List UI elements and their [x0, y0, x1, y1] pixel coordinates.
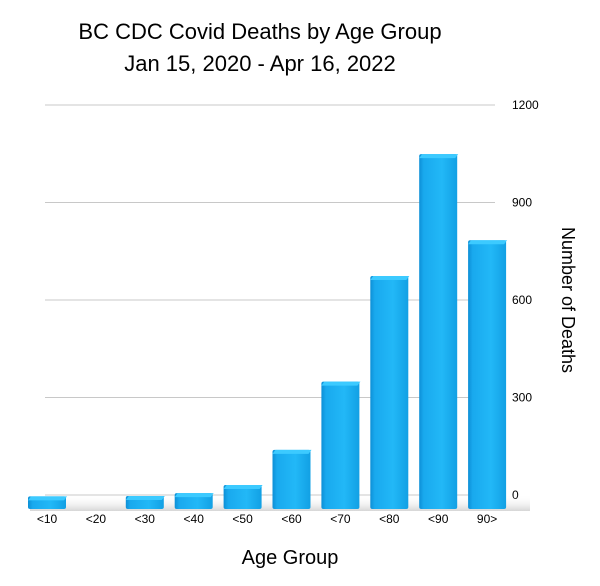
chart-title-block: BC CDC Covid Deaths by Age Group Jan 15,… — [0, 16, 520, 80]
bar-front — [321, 381, 360, 509]
bar — [28, 496, 67, 509]
bar-top — [28, 496, 67, 501]
bar-front — [272, 449, 311, 509]
x-tick-label: <90 — [428, 512, 449, 526]
bar — [125, 496, 165, 509]
y-tick-label: 1200 — [512, 98, 539, 112]
bar-top — [174, 493, 214, 498]
x-tick-label: <80 — [379, 512, 400, 526]
y-tick-label: 300 — [512, 391, 532, 405]
chart-title: BC CDC Covid Deaths by Age Group — [78, 19, 442, 44]
bar-top — [272, 449, 312, 454]
bar-top — [321, 381, 361, 386]
x-axis-title: Age Group — [242, 547, 339, 569]
x-tick-label: <40 — [184, 512, 205, 526]
bar-top — [125, 496, 165, 501]
x-tick-label: <60 — [281, 512, 302, 526]
y-tick-label: 600 — [512, 293, 532, 307]
y-tick-label: 900 — [512, 196, 532, 210]
x-tick-label: <10 — [37, 512, 58, 526]
bar-top — [419, 154, 459, 159]
chart-subtitle: Jan 15, 2020 - Apr 16, 2022 — [124, 51, 396, 76]
bar — [223, 484, 263, 509]
bar-top — [370, 276, 410, 280]
x-tick-label: <70 — [330, 512, 351, 526]
bar-front — [419, 154, 458, 509]
bar — [272, 449, 312, 509]
bar — [419, 154, 459, 509]
y-axis-title: Number of Deaths — [558, 227, 578, 373]
bar — [468, 240, 508, 509]
bar-top — [223, 484, 263, 489]
bar-front — [370, 276, 409, 509]
x-tick-label: <50 — [232, 512, 253, 526]
bar-top — [468, 240, 508, 245]
x-tick-label: <20 — [86, 512, 107, 526]
bar — [174, 493, 214, 509]
bar — [370, 276, 410, 509]
bar-front — [223, 484, 262, 509]
bar-front — [468, 240, 507, 509]
x-tick-label: 90> — [477, 512, 497, 526]
x-tick-label: <30 — [135, 512, 156, 526]
bar — [321, 381, 361, 509]
